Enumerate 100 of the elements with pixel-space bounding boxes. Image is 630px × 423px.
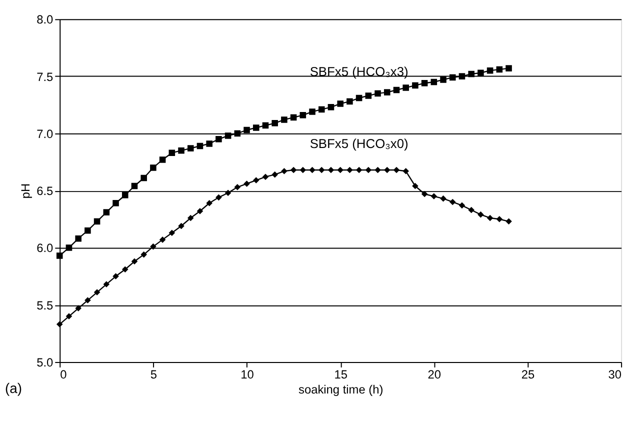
point: [56, 252, 63, 259]
point: [281, 168, 288, 174]
point: [187, 214, 194, 222]
point: [365, 166, 372, 174]
y-tick-label: 8.0: [36, 12, 54, 27]
point: [478, 211, 484, 218]
point: [328, 166, 334, 174]
point: [290, 114, 297, 121]
point: [187, 145, 194, 152]
point: [440, 76, 446, 83]
point: [122, 266, 128, 273]
y-tick-label: 5.0: [36, 355, 54, 370]
point: [234, 184, 241, 190]
point: [384, 166, 390, 174]
point: [94, 218, 100, 225]
point: [486, 214, 494, 222]
point: [384, 89, 390, 96]
point: [196, 142, 204, 150]
point: [430, 78, 438, 86]
y-tick-label: 7.5: [36, 70, 54, 84]
point: [84, 297, 91, 304]
point: [393, 86, 400, 94]
point: [196, 208, 204, 214]
point: [150, 164, 156, 171]
point: [402, 168, 409, 174]
point: [449, 198, 456, 206]
point: [216, 136, 222, 142]
x-tick-label: 20: [428, 367, 442, 382]
point: [496, 216, 503, 222]
point: [309, 166, 316, 174]
x-tick-label: 10: [240, 367, 254, 382]
point: [318, 106, 325, 113]
y-tick-label: 7.0: [36, 126, 54, 141]
point: [112, 200, 119, 206]
point: [506, 65, 512, 72]
point: [393, 166, 400, 174]
x-tick-label: 0: [60, 367, 68, 382]
point: [206, 140, 212, 147]
point: [244, 180, 250, 187]
point: [103, 281, 110, 288]
point: [112, 273, 119, 280]
point: [131, 182, 138, 190]
point: [346, 166, 353, 174]
point: [328, 104, 334, 110]
point: [486, 67, 494, 74]
point: [272, 171, 278, 178]
point: [56, 321, 63, 328]
point: [216, 194, 222, 201]
y-axis-title: pH: [18, 183, 33, 199]
point: [309, 108, 316, 115]
point: [140, 174, 147, 182]
point: [290, 166, 297, 174]
point: [178, 222, 184, 230]
point: [272, 120, 278, 126]
point: [206, 200, 212, 206]
point: [281, 116, 288, 123]
point: [234, 130, 241, 137]
point: [252, 177, 260, 184]
point: [449, 74, 456, 81]
series-label: SBFx5 (HCO₃x0): [310, 136, 408, 152]
point: [468, 206, 474, 214]
series-label: SBFx5 (HCO₃x3): [310, 64, 408, 80]
point: [140, 251, 147, 258]
y-tick-label: 6.5: [36, 184, 54, 198]
point: [412, 182, 418, 190]
point: [150, 243, 156, 250]
point: [66, 313, 72, 320]
point: [421, 190, 428, 198]
point: [75, 305, 82, 312]
point: [356, 94, 362, 102]
point: [244, 126, 250, 134]
x-tick-label: 15: [334, 367, 348, 382]
point: [252, 124, 260, 131]
point: [458, 202, 466, 209]
point: [224, 190, 232, 196]
x-tick-label: 25: [521, 367, 535, 382]
point: [103, 209, 110, 216]
x-tick-label: 30: [608, 367, 622, 382]
point: [300, 112, 306, 118]
point: [374, 166, 381, 174]
x-axis-title: soaking time (h): [298, 382, 384, 396]
y-tick-label: 5.5: [36, 298, 54, 312]
point: [458, 73, 466, 80]
point: [262, 122, 269, 129]
point: [224, 132, 232, 139]
point: [84, 227, 91, 234]
point: [421, 80, 428, 86]
point: [468, 70, 474, 78]
point: [75, 235, 82, 242]
point: [337, 166, 344, 174]
point: [122, 192, 128, 198]
x-tick-label: 5: [150, 367, 158, 382]
point: [440, 195, 446, 202]
point: [262, 174, 269, 180]
y-tick-label: 6.0: [36, 241, 54, 256]
point: [412, 82, 418, 89]
point: [402, 84, 409, 91]
point: [337, 100, 344, 107]
point: [300, 166, 306, 174]
point: [365, 92, 372, 99]
